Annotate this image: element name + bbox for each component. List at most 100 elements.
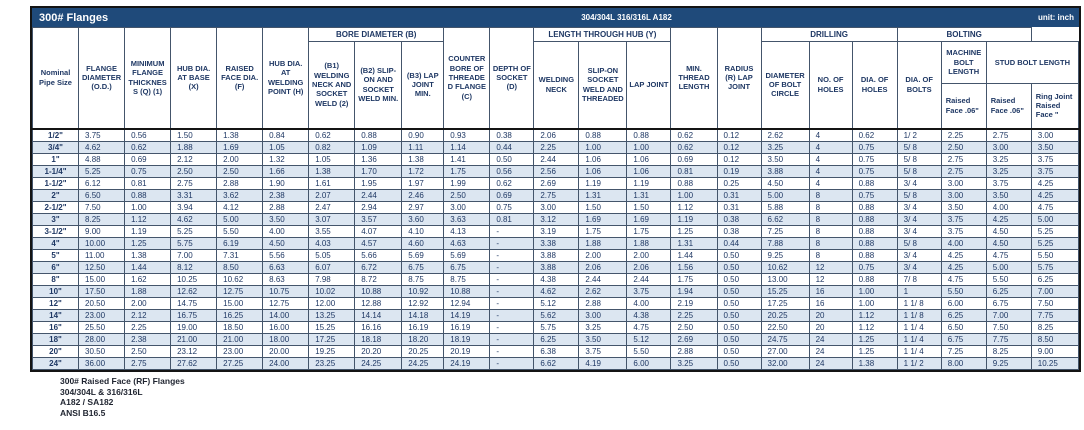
value-cell: 4.75 xyxy=(1030,200,1080,214)
value-cell: 2.75 xyxy=(940,164,987,178)
value-cell: 0.88 xyxy=(851,200,898,214)
value-cell: - xyxy=(489,284,535,298)
value-cell: 3.75 xyxy=(940,224,987,238)
value-cell: 1.99 xyxy=(443,176,491,190)
value-cell: 3/ 4 xyxy=(896,260,942,274)
value-cell: 3.38 xyxy=(533,236,580,250)
table-row: 18" 28.00 2.38 21.00 21.00 18.00 17.25 18.18 18.… xyxy=(31,332,1080,346)
col-header-welding-neck: WELDING NECK xyxy=(533,41,580,129)
value-cell: 1.88 xyxy=(124,284,172,298)
header-sub-row-2: Raised Face .06" Raised Face .06" Ring J… xyxy=(33,83,1080,129)
col-header-dia-of-bolts: DIA. OF BOLTS xyxy=(896,41,942,129)
value-cell: 5.66 xyxy=(354,248,403,262)
value-cell: 3.75 xyxy=(1030,164,1080,178)
value-cell: 4.57 xyxy=(354,236,403,250)
value-cell: 24 xyxy=(808,332,853,346)
pipe-size-cell: 1-1/2" xyxy=(31,176,80,190)
value-cell: 2.75 xyxy=(533,188,580,202)
value-cell: 8.00 xyxy=(940,356,987,370)
value-cell: 1.25 xyxy=(851,344,898,358)
table-row: 1-1/2" 6.12 0.81 2.75 2.88 1.90 1.61 1.95 1.97 1.… xyxy=(31,176,1080,190)
value-cell: 6.62 xyxy=(533,356,580,370)
col-header-hub-dia-at-base: HUB DIA. AT BASE (X) xyxy=(170,27,218,129)
value-cell: 25.50 xyxy=(78,320,126,334)
value-cell: 0.62 xyxy=(489,176,535,190)
value-cell: 10.62 xyxy=(760,260,810,274)
col-header-depth-of-socket: DEPTH OF SOCKET (D) xyxy=(489,27,535,129)
value-cell: 7/ 8 xyxy=(896,272,942,286)
value-cell: 20 xyxy=(808,308,853,322)
footer-line: A182 / SA182 xyxy=(60,397,114,408)
value-cell: 2.12 xyxy=(170,152,218,166)
value-cell: 8 xyxy=(808,224,853,238)
table-row: 1-1/4" 5.25 0.75 2.50 2.50 1.66 1.38 1.70 1.72 1.… xyxy=(31,164,1080,178)
value-cell: 9.25 xyxy=(760,248,810,262)
value-cell: 2.88 xyxy=(262,200,310,214)
value-cell: 4.00 xyxy=(985,200,1032,214)
value-cell: 0.56 xyxy=(489,164,535,178)
value-cell: 3.00 xyxy=(940,188,987,202)
value-cell: 24.00 xyxy=(262,356,310,370)
value-cell: 3.50 xyxy=(578,332,628,346)
value-cell: 14.75 xyxy=(170,296,218,310)
value-cell: 5/ 8 xyxy=(896,164,942,178)
value-cell: 1.36 xyxy=(354,152,403,166)
value-cell: 6.75 xyxy=(985,296,1032,310)
value-cell: 8.75 xyxy=(401,272,445,286)
value-cell: 1.00 xyxy=(851,284,898,298)
table-row: 2-1/2" 7.50 1.00 3.94 4.12 2.88 2.47 2.94 2.97 3.… xyxy=(31,200,1080,214)
value-cell: 12.50 xyxy=(78,260,126,274)
value-cell: 20.25 xyxy=(401,344,445,358)
value-cell: 23.00 xyxy=(216,344,264,358)
value-cell: 8.63 xyxy=(262,272,310,286)
value-cell: 1.00 xyxy=(124,200,172,214)
value-cell: 17.25 xyxy=(760,296,810,310)
value-cell: 5.50 xyxy=(940,284,987,298)
value-cell: 1.62 xyxy=(124,272,172,286)
value-cell: 8.50 xyxy=(216,260,264,274)
value-cell: 12.92 xyxy=(401,296,445,310)
value-cell: 18.19 xyxy=(443,332,491,346)
table-row: 1" 4.88 0.69 2.12 2.00 1.32 1.05 1.36 1.38 1.41 0.… xyxy=(31,152,1080,166)
value-cell: 1 1/ 2 xyxy=(896,356,942,370)
value-cell: 3/ 4 xyxy=(896,224,942,238)
value-cell: 4.75 xyxy=(626,320,672,334)
value-cell: 4.03 xyxy=(308,236,356,250)
value-cell: - xyxy=(489,236,535,250)
value-cell: 16.19 xyxy=(401,320,445,334)
value-cell: 5.88 xyxy=(760,200,810,214)
value-cell: 13.25 xyxy=(308,308,356,322)
value-cell: 2.44 xyxy=(626,272,672,286)
value-cell: 2.12 xyxy=(124,308,172,322)
value-cell: 1 1/ 8 xyxy=(896,296,942,310)
value-cell: 2.00 xyxy=(578,248,628,262)
value-cell: 2.75 xyxy=(985,128,1032,142)
value-cell: 5.12 xyxy=(533,296,580,310)
value-cell: 2.25 xyxy=(533,140,580,154)
value-cell: 16.00 xyxy=(262,320,310,334)
col-header-bolt-circle: DIAMETER OF BOLT CIRCLE xyxy=(760,41,810,129)
pipe-size-cell: 1" xyxy=(31,152,80,166)
value-cell: 6.25 xyxy=(940,308,987,322)
value-cell: 1.06 xyxy=(626,164,672,178)
value-cell: 3.50 xyxy=(940,200,987,214)
value-cell: 5.75 xyxy=(1030,260,1080,274)
value-cell: 2.07 xyxy=(308,188,356,202)
value-cell: 32.00 xyxy=(760,356,810,370)
value-cell: 1.38 xyxy=(401,152,445,166)
value-cell: 3.62 xyxy=(216,188,264,202)
value-cell: 1.38 xyxy=(216,128,264,142)
value-cell: 2.00 xyxy=(124,296,172,310)
value-cell: 3.75 xyxy=(1030,152,1080,166)
value-cell: 1.69 xyxy=(626,212,672,226)
value-cell: 14.19 xyxy=(443,308,491,322)
value-cell: 5.25 xyxy=(170,224,218,238)
value-cell: 3.50 xyxy=(262,212,310,226)
value-cell: 21.00 xyxy=(216,332,264,346)
value-cell: 17.50 xyxy=(78,284,126,298)
value-cell: 1.19 xyxy=(626,176,672,190)
value-cell: 4.25 xyxy=(1030,176,1080,190)
col-header-no-of-holes: NO. OF HOLES xyxy=(808,41,853,129)
value-cell: 1.69 xyxy=(578,212,628,226)
table-header: Nominal Pipe Size FLANGE DIAMETER (O.D.)… xyxy=(31,27,1080,129)
